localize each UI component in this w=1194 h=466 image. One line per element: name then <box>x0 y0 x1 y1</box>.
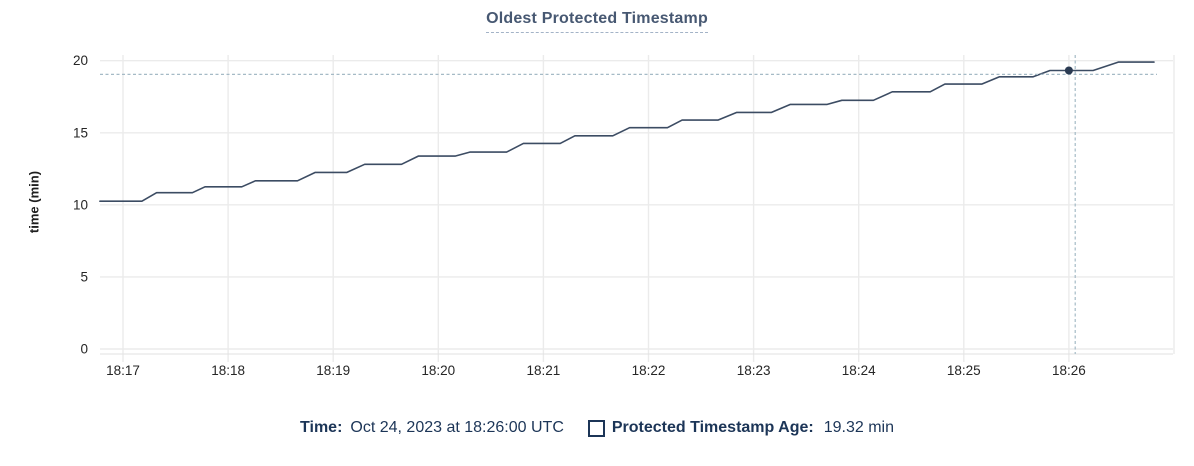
series-line <box>99 61 1155 202</box>
x-tick-label: 18:17 <box>106 363 140 378</box>
x-tick-label: 18:22 <box>632 363 666 378</box>
chart-canvas[interactable]: 0 5 10 15 20 18:17 18:18 18:19 18:20 18:21 18:22 18… <box>0 0 1194 400</box>
y-tick-label: 20 <box>73 53 88 68</box>
x-tick-label: 18:25 <box>947 363 981 378</box>
y-tick-label: 15 <box>73 125 88 140</box>
series-label: Protected Timestamp Age: <box>611 419 814 436</box>
chart-title[interactable]: Oldest Protected Timestamp <box>486 10 708 33</box>
series-checkbox[interactable] <box>587 419 605 437</box>
x-tick-label: 18:24 <box>842 363 876 378</box>
time-value: Oct 24, 2023 at 18:26:00 UTC <box>350 419 564 436</box>
x-tick-label: 18:18 <box>211 363 245 378</box>
x-tick-label: 18:19 <box>316 363 350 378</box>
series-value: 19.32 min <box>823 419 894 436</box>
x-tick-label: 18:20 <box>421 363 455 378</box>
y-tick-label: 5 <box>80 269 88 284</box>
hover-point <box>1064 66 1073 75</box>
time-label: Time: <box>300 419 343 436</box>
x-tick-label: 18:23 <box>737 363 771 378</box>
y-tick-label: 10 <box>73 197 88 212</box>
x-tick-label: 18:21 <box>527 363 561 378</box>
hover-legend: Time: Oct 24, 2023 at 18:26:00 UTC Prote… <box>0 419 1194 437</box>
x-tick-label: 18:26 <box>1052 363 1086 378</box>
chart-title-row: Oldest Protected Timestamp <box>0 10 1194 33</box>
y-tick-label: 0 <box>80 342 88 357</box>
